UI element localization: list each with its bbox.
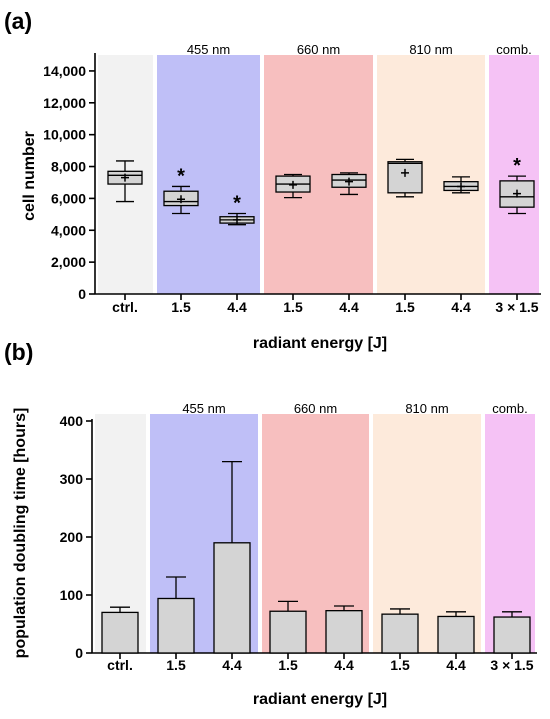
- box-5-mean-marker: [401, 168, 409, 177]
- panel-a-x-tick-label-6: 4.4: [451, 299, 471, 315]
- bar-3: [269, 610, 307, 654]
- bar-0: [101, 611, 139, 654]
- box-3-mean-marker: [289, 180, 297, 189]
- box-7-significance-marker: *: [513, 155, 521, 177]
- panel-a-group-label-1: 455 nm: [187, 42, 230, 57]
- panel-b-group-label-1: 455 nm: [182, 401, 225, 416]
- panel-a-group-band-1: [157, 55, 260, 294]
- panel-b-y-axis-title: population doubling time [hours]: [12, 408, 29, 659]
- panel-b-x-axis-title: radiant energy [J]: [253, 691, 387, 708]
- panel-a-group-band-4: [489, 55, 539, 294]
- bar-5: [381, 613, 419, 654]
- box-2-significance-marker: *: [233, 193, 241, 215]
- panel-a-group-label-3: 810 nm: [409, 42, 452, 57]
- panel-b-y-tick-label-3: 300: [60, 471, 84, 487]
- panel-b-group-label-2: 660 nm: [294, 401, 337, 416]
- box-1-significance-marker: *: [177, 165, 185, 187]
- bar-2: [213, 542, 251, 654]
- panel-a-y-axis-title: cell number: [21, 131, 38, 221]
- panel-a-x-tick-label-7: 3 × 1.5: [495, 299, 538, 315]
- panel-b-y-tick-label-4: 400: [60, 413, 84, 429]
- panel-a-x-tick-label-4: 4.4: [339, 299, 359, 315]
- panel-b-y-tick-label-0: 0: [75, 645, 83, 661]
- panel-b-y-tick-label-2: 200: [60, 529, 84, 545]
- box-6-mean-marker: [457, 182, 465, 191]
- panel-a-x-tick-label-0: ctrl.: [112, 299, 138, 315]
- panel-b-group-label-4: comb.: [492, 401, 527, 416]
- panel-a-y-tick-label-2: 4,000: [51, 222, 86, 238]
- bar-6: [437, 615, 475, 654]
- box-4-mean-marker: [345, 177, 353, 186]
- box-7-body: [499, 180, 535, 208]
- panel-b-x-tick-label-2: 4.4: [222, 657, 242, 673]
- panel-b-plot: 455 nm 660 nm 810 nm comb. 0 100 200 300 400 ctrl…: [60, 401, 537, 673]
- panel-a-y-tick-label-1: 2,000: [51, 254, 86, 270]
- panel-a-y-tick-label-4: 8,000: [51, 159, 86, 175]
- panel-a-x-tick-label-3: 1.5: [283, 299, 303, 315]
- panel-b-group-band-4: [485, 414, 535, 653]
- panel-b-x-tick-label-1: 1.5: [166, 657, 186, 673]
- panel-a-y-tick-label-3: 6,000: [51, 190, 86, 206]
- panel-a-y-tick-label-0: 0: [78, 286, 86, 302]
- panel-a-x-tick-label-1: 1.5: [171, 299, 191, 315]
- panel-b-x-tick-label-4: 4.4: [334, 657, 354, 673]
- bar-7: [493, 616, 531, 654]
- panel-b-x-tick-label-0: ctrl.: [107, 657, 133, 673]
- box-5-body: [387, 161, 423, 194]
- panel-b-x-tick-label-6: 4.4: [446, 657, 466, 673]
- panel-b-group-label-3: 810 nm: [405, 401, 448, 416]
- bar-4: [325, 610, 363, 654]
- panel-b-y-tick-label-1: 100: [60, 587, 84, 603]
- panel-b-x-tick-label-7: 3 × 1.5: [490, 657, 533, 673]
- panel-a-plot: 455 nm 660 nm 810 nm comb. 0 2,000 4,000 6,000 8…: [43, 42, 541, 315]
- panel-a-label: (a): [4, 8, 32, 34]
- panel-a-y-tick-label-6: 12,000: [43, 95, 86, 111]
- bar-1: [157, 597, 195, 654]
- box-1-mean-marker: [177, 195, 185, 204]
- panel-b-x-tick-label-5: 1.5: [390, 657, 410, 673]
- panel-b-x-tick-label-3: 1.5: [278, 657, 298, 673]
- panel-a-x-axis-title: radiant energy [J]: [253, 335, 387, 352]
- panel-a-y-tick-label-5: 10,000: [43, 127, 86, 143]
- panel-a-group-label-2: 660 nm: [297, 42, 340, 57]
- box-0-mean-marker: [121, 173, 129, 182]
- panel-a-x-tick-label-2: 4.4: [227, 299, 247, 315]
- panel-b-group-band-3: [373, 414, 481, 653]
- panel-a-y-tick-label-7: 14,000: [43, 63, 86, 79]
- panel-a-x-tick-label-5: 1.5: [395, 299, 415, 315]
- panel-a-group-label-4: comb.: [496, 42, 531, 57]
- box-7-mean-marker: [513, 189, 521, 198]
- box-2-mean-marker: [233, 215, 241, 224]
- panel-b-label: (b): [4, 339, 33, 365]
